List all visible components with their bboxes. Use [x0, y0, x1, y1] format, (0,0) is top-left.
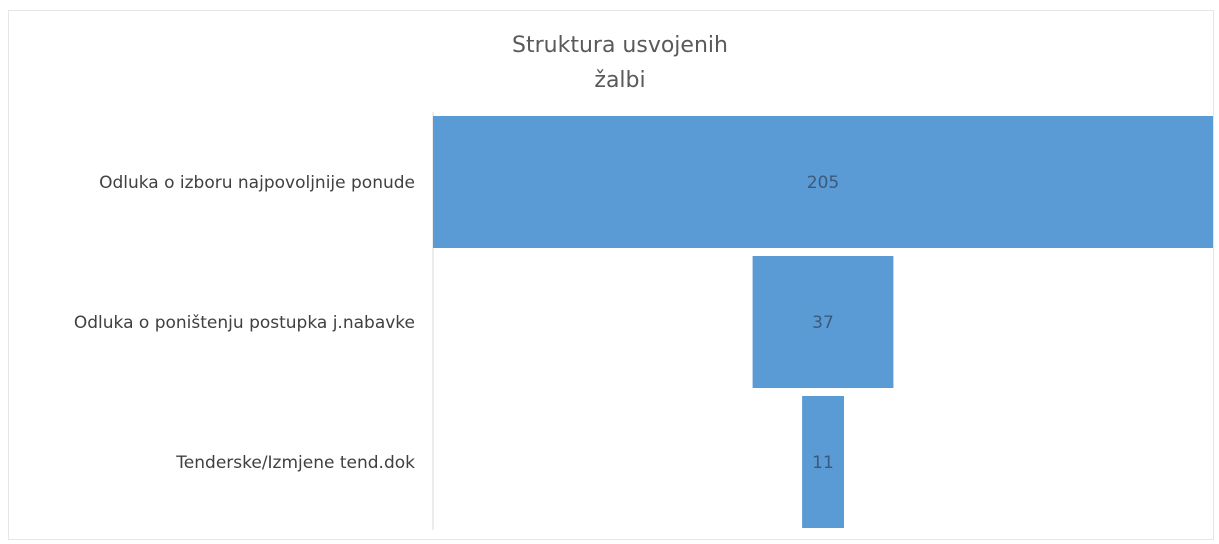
chart-title-line-2: žalbi — [594, 68, 645, 93]
chart-frame — [8, 10, 1214, 540]
data-label-1: 205 — [807, 173, 839, 193]
category-label-3: Tenderske/Izmjene tend.dok — [175, 453, 415, 473]
data-label-2: 37 — [812, 313, 834, 333]
bar-3 — [802, 396, 844, 528]
bar-2 — [752, 256, 894, 388]
category-labels: Odluka o izboru najpovoljnije ponude Odlu… — [74, 173, 415, 473]
data-labels: 205 37 11 — [807, 173, 839, 473]
bars-group — [433, 116, 1213, 528]
chart-title-line-1: Struktura usvojenih — [512, 33, 728, 58]
bar-1 — [433, 116, 1213, 248]
category-label-2: Odluka o poništenju postupka j.nabavke — [74, 313, 415, 333]
data-label-3: 11 — [812, 453, 834, 473]
category-label-1: Odluka o izboru najpovoljnije ponude — [99, 173, 415, 193]
chart-title: Struktura usvojenih žalbi — [512, 33, 728, 93]
